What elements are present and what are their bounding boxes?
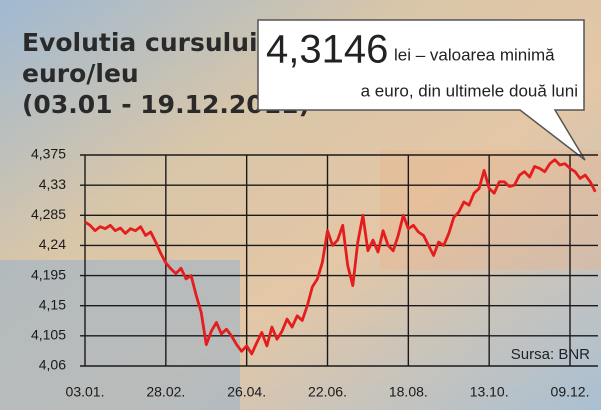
annotation-value: 4,3146 bbox=[266, 28, 388, 72]
chart-title: Evolutia cursului bbox=[22, 28, 258, 57]
x-tick-label: 09.12. bbox=[551, 384, 590, 400]
y-tick-label: 4,24 bbox=[39, 236, 66, 252]
background-shape bbox=[380, 150, 601, 270]
y-tick-label: 4,33 bbox=[39, 176, 66, 192]
x-tick-label: 28.02. bbox=[146, 384, 185, 400]
y-tick-label: 4,285 bbox=[31, 206, 66, 222]
x-tick-label: 03.01. bbox=[66, 384, 105, 400]
annotation-text: a euro, din ultimele două luni bbox=[361, 81, 578, 100]
x-tick-label: 18.08. bbox=[389, 384, 428, 400]
data-line bbox=[84, 158, 597, 356]
y-tick-label: 4,375 bbox=[31, 146, 66, 162]
source: Sursa: BNR bbox=[511, 346, 590, 363]
y-tick-label: 4,06 bbox=[39, 357, 66, 373]
x-tick-label: 13.10. bbox=[470, 384, 509, 400]
annotation-text: lei – valoarea minimă bbox=[394, 45, 555, 64]
plot-area: 4,06 4,105 4,15 4,195 4,24 4,285 4,33 4,375 03.0… bbox=[31, 146, 598, 400]
callout-box bbox=[257, 19, 586, 161]
y-tick-label: 4,15 bbox=[39, 296, 66, 312]
y-tick-label: 4,195 bbox=[31, 266, 66, 282]
x-tick-label: 22.06. bbox=[308, 384, 347, 400]
chart-title: euro/leu bbox=[22, 59, 139, 88]
background-shape bbox=[0, 260, 240, 410]
x-tick-label: 26.04. bbox=[227, 384, 266, 400]
y-tick-label: 4,105 bbox=[31, 327, 66, 343]
